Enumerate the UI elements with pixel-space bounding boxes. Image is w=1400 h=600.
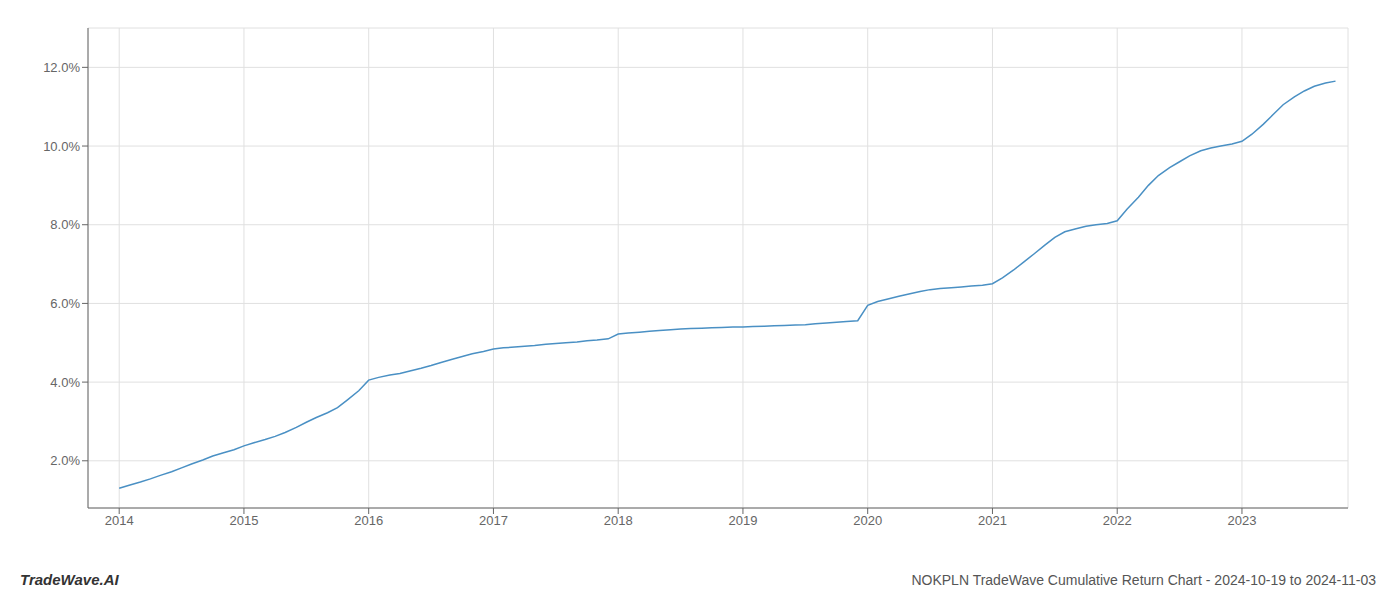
svg-text:6.0%: 6.0%	[50, 296, 80, 311]
svg-text:10.0%: 10.0%	[43, 139, 80, 154]
html-text:NOKPLN TradeWave Cumulative Re: NOKPLN TradeWave Cumulative Return Chart…	[911, 572, 1376, 588]
html-text:TradeWave.AI: TradeWave.AI	[20, 571, 119, 588]
svg-text:2021: 2021	[978, 513, 1007, 528]
svg-text:2016: 2016	[354, 513, 383, 528]
svg-text:2022: 2022	[1103, 513, 1132, 528]
svg-text:2020: 2020	[853, 513, 882, 528]
svg-text:2018: 2018	[604, 513, 633, 528]
svg-text:4.0%: 4.0%	[50, 375, 80, 390]
svg-text:2019: 2019	[728, 513, 757, 528]
svg-text:2023: 2023	[1227, 513, 1256, 528]
svg-text:12.0%: 12.0%	[43, 60, 80, 75]
svg-text:8.0%: 8.0%	[50, 217, 80, 232]
svg-text:2014: 2014	[105, 513, 134, 528]
svg-text:2017: 2017	[479, 513, 508, 528]
svg-text:2.0%: 2.0%	[50, 453, 80, 468]
svg-text:2015: 2015	[229, 513, 258, 528]
